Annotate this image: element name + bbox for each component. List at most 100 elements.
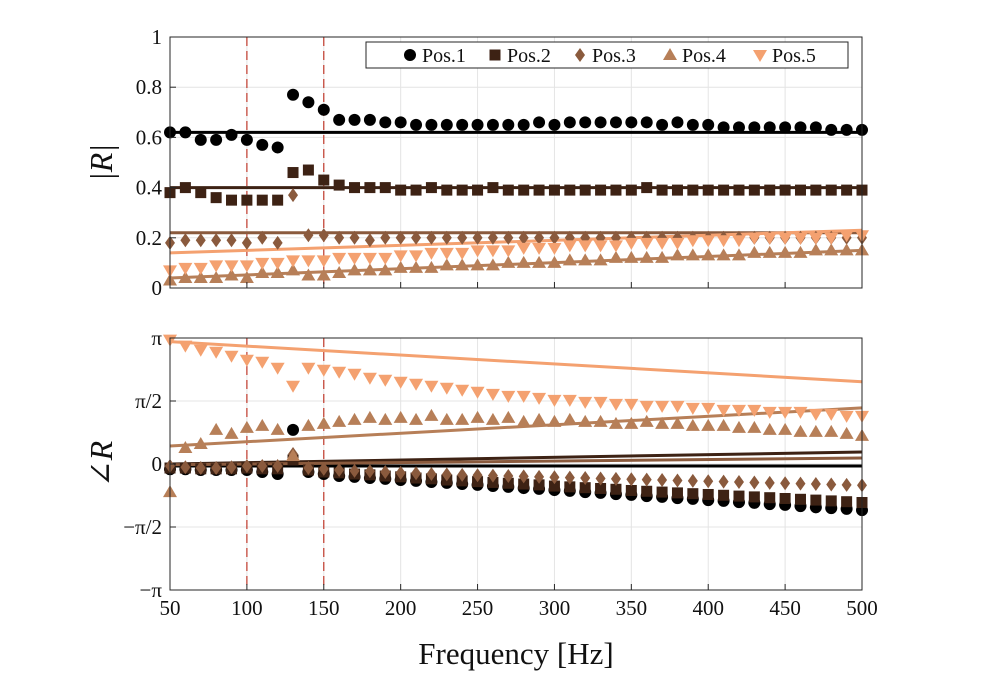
data-point [826, 477, 837, 492]
data-point [303, 228, 314, 243]
data-point [793, 232, 808, 245]
data-point [255, 418, 270, 431]
data-point [272, 459, 283, 474]
data-point [808, 424, 823, 437]
data-point [841, 184, 853, 196]
data-point [257, 459, 268, 474]
data-point [625, 116, 638, 129]
data-point [193, 344, 208, 357]
legend-marker [663, 48, 677, 60]
data-point [224, 268, 239, 281]
data-point [779, 184, 791, 196]
data-point [210, 192, 222, 204]
data-point [426, 230, 437, 245]
fit-line-pos2 [169, 450, 863, 466]
data-point [472, 184, 484, 196]
data-point [409, 260, 424, 273]
fit-line-pos3 [169, 456, 863, 467]
x-tick-label: 150 [308, 596, 340, 620]
data-point [701, 235, 716, 248]
data-point [533, 184, 545, 196]
data-point [286, 255, 301, 268]
x-tick-label: 200 [385, 596, 417, 620]
y-axis-label: |R| [83, 144, 119, 181]
data-point [180, 460, 191, 475]
data-point [762, 406, 777, 419]
data-point [778, 406, 793, 419]
data-point [532, 242, 547, 255]
data-point [195, 187, 207, 199]
data-point [639, 250, 654, 263]
data-point [364, 233, 375, 248]
data-point [702, 184, 714, 196]
data-point [378, 252, 393, 265]
data-point [563, 116, 576, 129]
data-point [580, 471, 591, 486]
legend-label: Pos.5 [772, 45, 816, 67]
data-point [778, 232, 793, 245]
data-point [503, 230, 514, 245]
data-point [564, 184, 576, 196]
data-point [624, 237, 639, 250]
data-point [610, 471, 621, 486]
data-point [518, 469, 529, 484]
data-point [301, 362, 316, 375]
data-point [779, 121, 792, 134]
data-point [518, 184, 530, 196]
data-point [733, 490, 745, 502]
data-point [655, 250, 670, 263]
legend-label: Pos.4 [682, 45, 726, 67]
data-point [825, 495, 837, 507]
x-tick-label: 50 [160, 596, 181, 620]
data-point [717, 121, 730, 134]
data-point [364, 464, 375, 479]
data-point [395, 230, 406, 245]
y-tick-label: 0 [152, 276, 163, 300]
series-pos4 [163, 408, 869, 498]
data-point [562, 240, 577, 253]
data-point [762, 422, 777, 435]
data-point [502, 184, 514, 196]
data-point [487, 182, 499, 194]
data-point [610, 184, 622, 196]
data-point [624, 398, 639, 411]
data-point [457, 467, 468, 482]
data-point [455, 384, 470, 397]
data-point [732, 121, 745, 134]
data-point [595, 471, 606, 486]
data-point [685, 235, 700, 248]
data-point [270, 257, 285, 270]
data-point [762, 245, 777, 258]
axes-frame [169, 36, 863, 289]
data-point [547, 414, 562, 427]
data-point [395, 184, 407, 196]
data-point [301, 418, 316, 431]
data-point [178, 440, 193, 453]
data-point [195, 461, 206, 476]
data-point [808, 232, 823, 245]
data-point [347, 252, 362, 265]
data-point [608, 240, 623, 253]
data-point [241, 194, 253, 206]
data-point [670, 248, 685, 261]
data-point [178, 340, 193, 353]
data-point [748, 184, 760, 196]
data-point [240, 133, 253, 146]
data-point [747, 420, 762, 433]
data-point [808, 243, 823, 256]
y-tick-label: 0.6 [136, 125, 162, 149]
data-point [578, 240, 593, 253]
data-point [226, 460, 237, 475]
data-point [380, 465, 391, 480]
fit-line-pos5 [169, 340, 863, 384]
data-point [426, 467, 437, 482]
data-point [425, 182, 437, 194]
data-point [209, 422, 224, 435]
data-point [347, 412, 362, 425]
data-point [562, 412, 577, 425]
data-point [716, 248, 731, 261]
data-point [718, 489, 730, 501]
data-point [839, 426, 854, 439]
data-point [793, 245, 808, 258]
data-point [286, 448, 301, 461]
